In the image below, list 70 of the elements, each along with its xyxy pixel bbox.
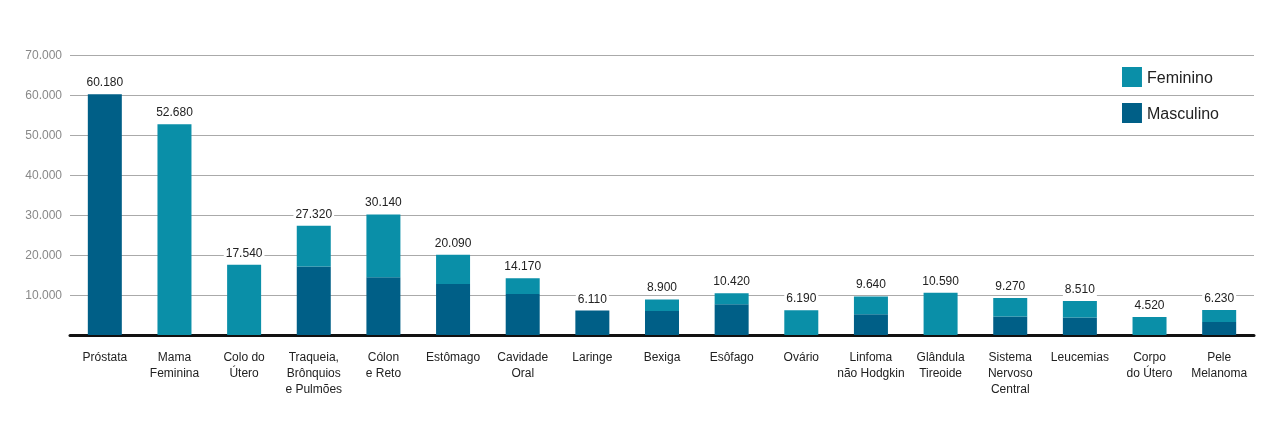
x-tick-label: Mama Feminina (149, 350, 200, 380)
total-label: 8.900 (646, 280, 678, 295)
bar (1202, 310, 1237, 323)
total-label: 10.420 (713, 274, 751, 289)
x-tick-label: Ovário (783, 350, 820, 364)
x-tick-label: Sistema Nervoso Central (987, 350, 1033, 396)
bar (436, 254, 471, 285)
bar (366, 214, 401, 278)
bar (714, 293, 749, 305)
bar (1062, 317, 1097, 335)
bar (993, 316, 1028, 335)
bar (784, 310, 819, 335)
total-label: 4.520 (1134, 297, 1165, 312)
y-tick-label: 50.000 (25, 128, 63, 142)
total-label: 6.110 (577, 291, 608, 306)
total-label: 17.540 (225, 245, 263, 260)
x-tick-label: Leucemias (1050, 350, 1109, 364)
total-label: 52.680 (156, 105, 194, 120)
y-tick-label: 40.000 (25, 168, 63, 182)
x-tick-label: Glândula Tireoide (916, 350, 965, 380)
bar (1062, 300, 1097, 318)
bar (645, 299, 679, 311)
total-label: 14.170 (504, 259, 542, 274)
legend-label: Feminino (1146, 68, 1213, 86)
total-label: 10.590 (922, 273, 960, 288)
x-tick-label: Traqueia, Brônquios e Pulmões (285, 350, 343, 396)
total-label: 8.510 (1064, 281, 1096, 296)
bar (296, 225, 331, 267)
bar (366, 277, 401, 335)
total-label: 6.190 (786, 291, 817, 306)
total-label: 30.140 (365, 195, 403, 210)
total-label: 9.640 (855, 277, 887, 292)
bar (714, 304, 749, 335)
bar (853, 314, 888, 335)
bar (1132, 316, 1167, 335)
x-tick-label: Estômago (426, 350, 481, 364)
bar (645, 310, 679, 335)
x-tick-label: Próstata (82, 350, 128, 364)
total-label: 6.230 (1204, 291, 1235, 306)
bar (1202, 322, 1237, 335)
x-tick-label: Linfoma não Hodgkin (837, 350, 905, 380)
x-tick-label: Laringe (572, 350, 613, 364)
x-tick-label: Bexiga (643, 350, 681, 364)
bar (436, 284, 471, 335)
y-tick-label: 70.000 (25, 48, 63, 62)
y-tick-label: 20.000 (25, 248, 63, 262)
x-tick-label: Esôfago (709, 350, 754, 364)
bar (296, 266, 331, 335)
bar (157, 124, 192, 335)
y-tick-label: 30.000 (25, 208, 63, 222)
total-label: 9.270 (995, 278, 1026, 293)
bar (923, 292, 958, 335)
x-tick-label: Cavidade Oral (497, 350, 549, 380)
bar (575, 310, 610, 335)
bar (853, 296, 888, 315)
bar (87, 94, 122, 335)
x-tick-label: Cólon e Reto (365, 350, 402, 380)
y-tick-label: 10.000 (25, 288, 63, 302)
bar (505, 293, 540, 335)
legend-label: Masculino (1146, 104, 1220, 122)
total-label: 27.320 (295, 206, 333, 221)
bar (993, 297, 1028, 317)
x-tick-label: Pele Melanoma (1191, 350, 1248, 380)
y-tick-label: 60.000 (25, 88, 63, 102)
bar (227, 264, 262, 335)
total-label: 60.180 (86, 75, 124, 90)
x-tick-label: Corpo do Útero (1126, 350, 1173, 380)
bar (505, 278, 540, 294)
x-tick-label: Colo do Útero (223, 350, 266, 380)
total-label: 20.090 (434, 235, 472, 250)
